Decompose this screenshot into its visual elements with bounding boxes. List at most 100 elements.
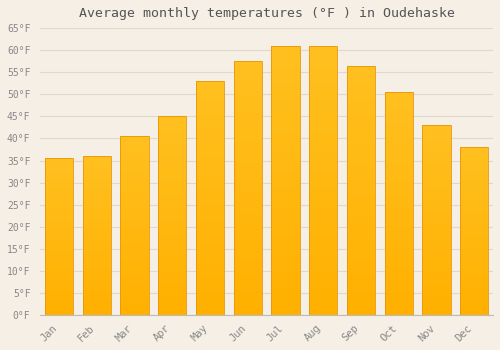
Bar [272, 159, 299, 164]
Bar [82, 274, 111, 277]
Bar [384, 92, 413, 315]
Bar [422, 220, 450, 224]
Bar [120, 272, 148, 276]
Bar [234, 71, 262, 76]
Bar [234, 142, 262, 147]
Bar [120, 179, 148, 183]
Bar [272, 132, 299, 137]
Bar [82, 169, 111, 172]
Bar [45, 312, 73, 315]
Bar [422, 243, 450, 247]
Bar [460, 204, 488, 208]
Bar [384, 297, 413, 302]
Bar [196, 222, 224, 226]
Bar [272, 202, 299, 207]
Bar [347, 220, 375, 225]
Bar [158, 180, 186, 184]
Bar [45, 230, 73, 233]
Bar [196, 217, 224, 222]
Bar [158, 200, 186, 204]
Bar [158, 212, 186, 216]
Bar [422, 186, 450, 190]
Bar [309, 304, 338, 310]
Bar [460, 177, 488, 181]
Bar [45, 299, 73, 302]
Bar [82, 302, 111, 306]
Bar [45, 177, 73, 180]
Bar [82, 159, 111, 162]
Bar [347, 116, 375, 120]
Bar [234, 76, 262, 82]
Bar [460, 191, 488, 194]
Bar [45, 302, 73, 306]
Bar [272, 51, 299, 56]
Bar [460, 245, 488, 248]
Bar [309, 110, 338, 116]
Bar [82, 175, 111, 178]
Bar [82, 239, 111, 242]
Bar [82, 185, 111, 188]
Bar [158, 259, 186, 264]
Bar [384, 222, 413, 226]
Bar [234, 86, 262, 92]
Bar [82, 229, 111, 232]
Bar [120, 268, 148, 272]
Bar [45, 158, 73, 161]
Bar [234, 290, 262, 295]
Bar [422, 163, 450, 167]
Bar [158, 224, 186, 228]
Bar [272, 245, 299, 251]
Bar [347, 225, 375, 230]
Bar [234, 61, 262, 315]
Bar [347, 195, 375, 200]
Bar [422, 292, 450, 296]
Bar [45, 183, 73, 187]
Bar [158, 295, 186, 299]
Bar [158, 228, 186, 232]
Bar [120, 172, 148, 176]
Bar [272, 94, 299, 100]
Bar [158, 247, 186, 252]
Bar [234, 61, 262, 66]
Bar [460, 234, 488, 238]
Bar [384, 199, 413, 204]
Bar [422, 247, 450, 251]
Bar [384, 279, 413, 284]
Bar [309, 310, 338, 315]
Bar [234, 147, 262, 153]
Bar [234, 219, 262, 224]
Bar [82, 191, 111, 194]
Bar [45, 171, 73, 174]
Bar [460, 302, 488, 305]
Bar [196, 287, 224, 292]
Bar [347, 65, 375, 71]
Bar [384, 253, 413, 257]
Bar [309, 197, 338, 202]
Bar [196, 100, 224, 104]
Bar [82, 252, 111, 255]
Bar [120, 290, 148, 294]
Bar [384, 204, 413, 208]
Bar [196, 259, 224, 264]
Bar [460, 312, 488, 315]
Bar [120, 247, 148, 251]
Bar [460, 147, 488, 315]
Bar [82, 197, 111, 201]
Bar [384, 97, 413, 101]
Bar [309, 116, 338, 121]
Bar [384, 172, 413, 177]
Bar [120, 154, 148, 158]
Bar [196, 189, 224, 194]
Bar [309, 251, 338, 256]
Bar [272, 240, 299, 245]
Bar [45, 233, 73, 237]
Bar [120, 304, 148, 308]
Bar [309, 256, 338, 261]
Bar [422, 140, 450, 144]
Bar [196, 292, 224, 296]
Bar [460, 188, 488, 191]
Bar [460, 218, 488, 221]
Bar [460, 211, 488, 215]
Bar [234, 163, 262, 168]
Bar [347, 305, 375, 310]
